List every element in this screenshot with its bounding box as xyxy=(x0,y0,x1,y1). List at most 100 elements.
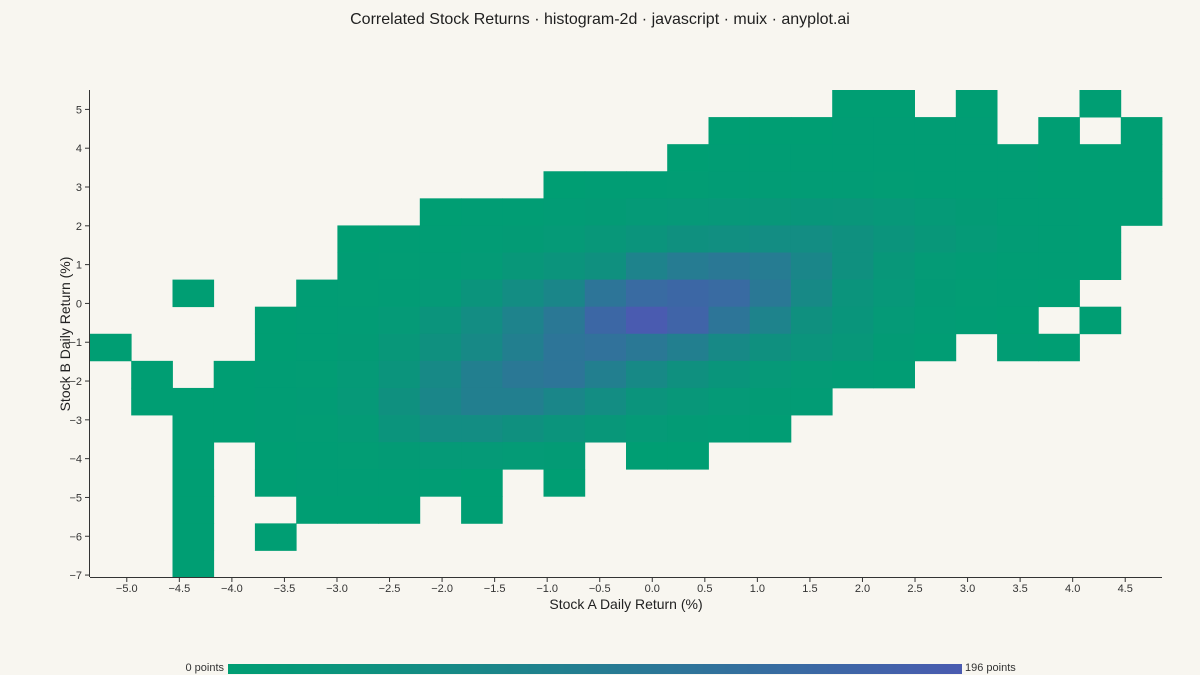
x-tick-label: 4.0 xyxy=(1065,583,1080,595)
heatmap-cell xyxy=(337,387,379,416)
heatmap-cell xyxy=(461,225,503,253)
x-tick-label: 1.5 xyxy=(802,583,817,595)
heatmap-cell xyxy=(419,333,462,362)
heatmap-cell xyxy=(667,387,709,416)
heatmap-cell xyxy=(1120,198,1163,226)
y-axis-ticks: 5 4 3 2 1 0 −1 −2 −3 −4 −5 −6 −7 xyxy=(69,104,90,582)
x-tick-label: −2.0 xyxy=(431,583,453,595)
heatmap-cell xyxy=(955,171,998,199)
heatmap-cell xyxy=(296,279,338,308)
heatmap-cell xyxy=(172,496,215,524)
heatmap-cell xyxy=(419,279,462,308)
heatmap-cell xyxy=(955,90,998,118)
heatmap-cell xyxy=(955,252,998,280)
heatmap-cell xyxy=(832,279,874,308)
heatmap-cell xyxy=(543,442,586,470)
heatmap-cell xyxy=(584,225,627,253)
heatmap-cell xyxy=(419,415,462,443)
heatmap-cell xyxy=(914,171,957,199)
heatmap-cell xyxy=(626,225,668,253)
heatmap-cell xyxy=(584,198,627,226)
heatmap-cell xyxy=(254,415,297,443)
heatmap-cell xyxy=(337,252,379,280)
heatmap-cell xyxy=(708,415,751,443)
heatmap-cell xyxy=(254,360,297,389)
heatmap-cell xyxy=(708,279,751,308)
heatmap-cell xyxy=(832,90,874,118)
x-tick-label: −1.0 xyxy=(536,583,558,595)
heatmap-cell xyxy=(461,360,503,389)
heatmap-cell xyxy=(626,279,668,308)
heatmap-cell xyxy=(172,387,215,416)
heatmap-cell xyxy=(461,252,503,280)
heatmap-cell xyxy=(873,144,915,172)
y-axis-label: Stock B Daily Return (%) xyxy=(57,257,73,412)
heatmap-cell xyxy=(543,279,586,308)
heatmap-cell xyxy=(997,279,1039,308)
heatmap-cell xyxy=(172,442,215,470)
heatmap-cell xyxy=(543,387,586,416)
heatmap-cell xyxy=(337,442,379,470)
heatmap-cell xyxy=(749,171,792,199)
y-tick-label: 5 xyxy=(76,104,82,116)
heatmap-cell xyxy=(1120,117,1163,145)
heatmap-cell xyxy=(543,198,586,226)
y-tick-label: −6 xyxy=(69,531,82,543)
heatmap-cell xyxy=(461,279,503,308)
heatmap-cell xyxy=(419,442,462,470)
heatmap-cell xyxy=(419,252,462,280)
heatmap-cell xyxy=(172,523,215,551)
heatmap-cell xyxy=(584,333,627,362)
heatmap-cell xyxy=(790,387,833,416)
heatmap-cell xyxy=(708,171,751,199)
heatmap-cell xyxy=(502,333,544,362)
heatmap-cell xyxy=(543,306,586,335)
colorbar-max-label: 196 points xyxy=(965,662,1016,674)
heatmap-cell xyxy=(378,225,421,253)
x-tick-label: 0.0 xyxy=(645,583,660,595)
x-axis-label: Stock A Daily Return (%) xyxy=(549,596,702,612)
heatmap-cell xyxy=(873,117,915,145)
heatmap-cell xyxy=(873,252,915,280)
heatmap-cell xyxy=(955,279,998,308)
heatmap-cell xyxy=(584,171,627,199)
heatmap-cell xyxy=(626,198,668,226)
heatmap-cell xyxy=(626,171,668,199)
heatmap-cell xyxy=(378,252,421,280)
heatmap-cell xyxy=(749,279,792,308)
heatmap-cell xyxy=(337,279,379,308)
heatmap-cell xyxy=(1038,144,1080,172)
heatmap-cell xyxy=(584,306,627,335)
heatmap-cell xyxy=(254,442,297,470)
heatmap-cell xyxy=(461,469,503,497)
heatmap-cell xyxy=(749,360,792,389)
heatmap-cell xyxy=(378,387,421,416)
heatmap-cell xyxy=(832,225,874,253)
heatmap-cell xyxy=(626,306,668,335)
heatmap-cell xyxy=(790,117,833,145)
heatmap-cell xyxy=(708,198,751,226)
heatmap-cell xyxy=(461,306,503,335)
heatmap-cell xyxy=(296,306,338,335)
heatmap-cell xyxy=(667,306,709,335)
heatmap-cell xyxy=(997,252,1039,280)
y-tick-label: −4 xyxy=(69,454,82,466)
heatmap-cell xyxy=(502,198,544,226)
heatmap-cell xyxy=(1038,333,1080,362)
heatmap-cell xyxy=(1038,198,1080,226)
heatmap-cell xyxy=(502,252,544,280)
heatmap-cell xyxy=(254,523,297,551)
heatmap-cell xyxy=(543,469,586,497)
heatmap-cell xyxy=(708,306,751,335)
heatmap-cell xyxy=(543,252,586,280)
x-tick-label: −4.5 xyxy=(168,583,190,595)
heatmap-cell xyxy=(584,387,627,416)
heatmap-cell xyxy=(172,469,215,497)
heatmap-cell xyxy=(296,415,338,443)
heatmap-cell xyxy=(419,306,462,335)
y-tick-label: 4 xyxy=(76,143,82,155)
y-tick-label: 0 xyxy=(76,298,82,310)
heatmap-cell xyxy=(749,306,792,335)
heatmap-cell xyxy=(832,306,874,335)
heatmap-cell xyxy=(955,117,998,145)
